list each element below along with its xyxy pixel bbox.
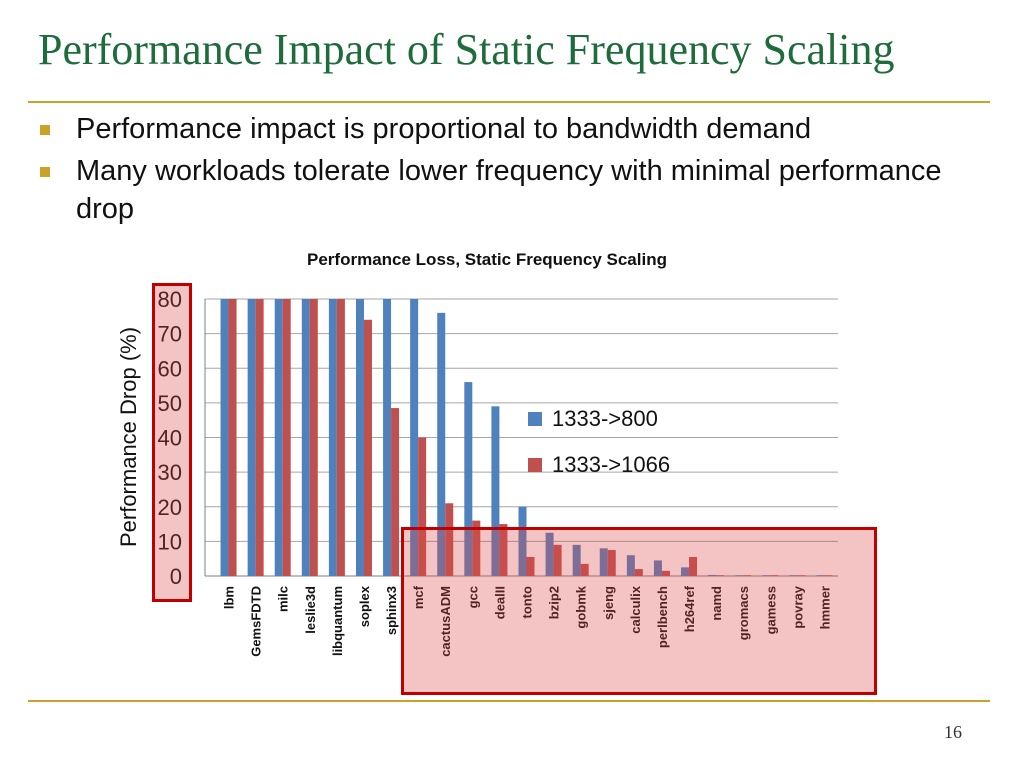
x-tick-label: GemsFDTD <box>249 586 264 657</box>
bar <box>762 575 771 576</box>
bar <box>355 299 364 576</box>
bar <box>607 550 616 576</box>
x-tick-label: hmmer <box>817 586 832 629</box>
y-tick-label: 60 <box>158 356 182 381</box>
bar <box>743 575 752 576</box>
page-number: 16 <box>944 722 962 742</box>
x-tick-label: gamess <box>763 586 778 634</box>
bar <box>336 299 345 576</box>
bar <box>770 575 779 576</box>
y-tick-label: 70 <box>158 322 182 347</box>
x-tick-label: bzip2 <box>547 586 562 619</box>
bullet-text: Many workloads tolerate lower frequency … <box>76 155 942 225</box>
bar <box>309 299 318 576</box>
bar <box>716 575 725 576</box>
x-tick-label: dealII <box>492 586 507 619</box>
y-axis-title: Performance Drop (%) <box>116 327 141 547</box>
bullet-item: Performance impact is proportional to ba… <box>40 110 980 148</box>
bar <box>328 299 337 576</box>
bar <box>580 563 589 576</box>
legend-label: 1333->1066 <box>552 452 670 477</box>
square-bullet-icon <box>40 167 50 177</box>
x-tick-label: cactusADM <box>438 586 453 657</box>
bar <box>681 567 690 576</box>
bar <box>228 299 237 576</box>
bar <box>499 524 508 576</box>
bar <box>491 406 500 576</box>
bar <box>472 520 481 576</box>
bar <box>437 312 446 576</box>
bullet-list: Performance impact is proportional to ba… <box>40 110 980 232</box>
bar <box>797 575 806 576</box>
y-tick-label: 0 <box>170 564 182 589</box>
bar <box>661 570 670 576</box>
bar <box>418 437 427 576</box>
chart-title: Performance Loss, Static Frequency Scali… <box>307 250 667 269</box>
y-tick-label: 30 <box>158 460 182 485</box>
bar <box>634 569 643 576</box>
bar <box>553 544 562 576</box>
y-tick-label: 50 <box>158 391 182 416</box>
bar <box>708 574 717 576</box>
x-tick-label: gobmk <box>574 585 589 628</box>
bar <box>545 532 554 576</box>
bar <box>526 556 535 576</box>
bar <box>735 575 744 576</box>
bar <box>383 299 392 576</box>
bar <box>247 299 256 576</box>
x-tick-label: sphinx3 <box>384 586 399 635</box>
x-tick-label: namd <box>709 586 724 621</box>
bar <box>789 575 798 576</box>
legend-swatch <box>528 458 542 472</box>
bar <box>410 299 419 576</box>
x-tick-label: sjeng <box>601 586 616 620</box>
bar <box>653 560 662 576</box>
square-bullet-icon <box>40 125 50 135</box>
x-tick-label: gcc <box>465 586 480 608</box>
x-tick-label: tonto <box>520 586 535 619</box>
bottom-divider <box>28 700 990 702</box>
bullet-text: Performance impact is proportional to ba… <box>76 113 812 145</box>
x-tick-label: calculix <box>628 585 643 633</box>
bar <box>363 319 372 576</box>
bar <box>282 299 291 576</box>
performance-loss-chart: Performance Loss, Static Frequency Scali… <box>116 250 838 657</box>
bar <box>220 299 229 576</box>
bar <box>464 382 473 576</box>
bar <box>816 575 825 576</box>
bar <box>255 299 264 576</box>
x-tick-label: perlbench <box>655 586 670 648</box>
x-tick-label: leslie3d <box>303 586 318 634</box>
bar <box>301 299 310 576</box>
bar <box>274 299 283 576</box>
bar <box>518 506 527 576</box>
bar <box>689 556 698 576</box>
y-tick-label: 80 <box>158 287 182 312</box>
legend-swatch <box>528 412 542 426</box>
x-tick-label: lbm <box>222 586 237 609</box>
y-tick-label: 20 <box>158 495 182 520</box>
top-divider <box>28 101 990 103</box>
x-tick-label: h264ref <box>682 585 697 632</box>
x-tick-label: milc <box>276 586 291 612</box>
x-tick-label: povray <box>790 585 805 628</box>
bar <box>445 503 454 576</box>
bar <box>391 408 400 576</box>
y-tick-label: 10 <box>158 529 182 554</box>
y-tick-label: 40 <box>158 426 182 451</box>
bar <box>599 548 608 576</box>
bullet-item: Many workloads tolerate lower frequency … <box>40 152 980 228</box>
legend-label: 1333->800 <box>552 406 658 431</box>
x-tick-label: soplex <box>357 585 372 627</box>
bar <box>572 544 581 576</box>
bar <box>824 575 833 576</box>
bar <box>626 555 635 576</box>
x-tick-label: mcf <box>411 585 426 609</box>
x-tick-label: gromacs <box>736 586 751 640</box>
slide-title: Performance Impact of Static Frequency S… <box>38 25 895 74</box>
x-tick-label: libquantum <box>330 586 345 656</box>
